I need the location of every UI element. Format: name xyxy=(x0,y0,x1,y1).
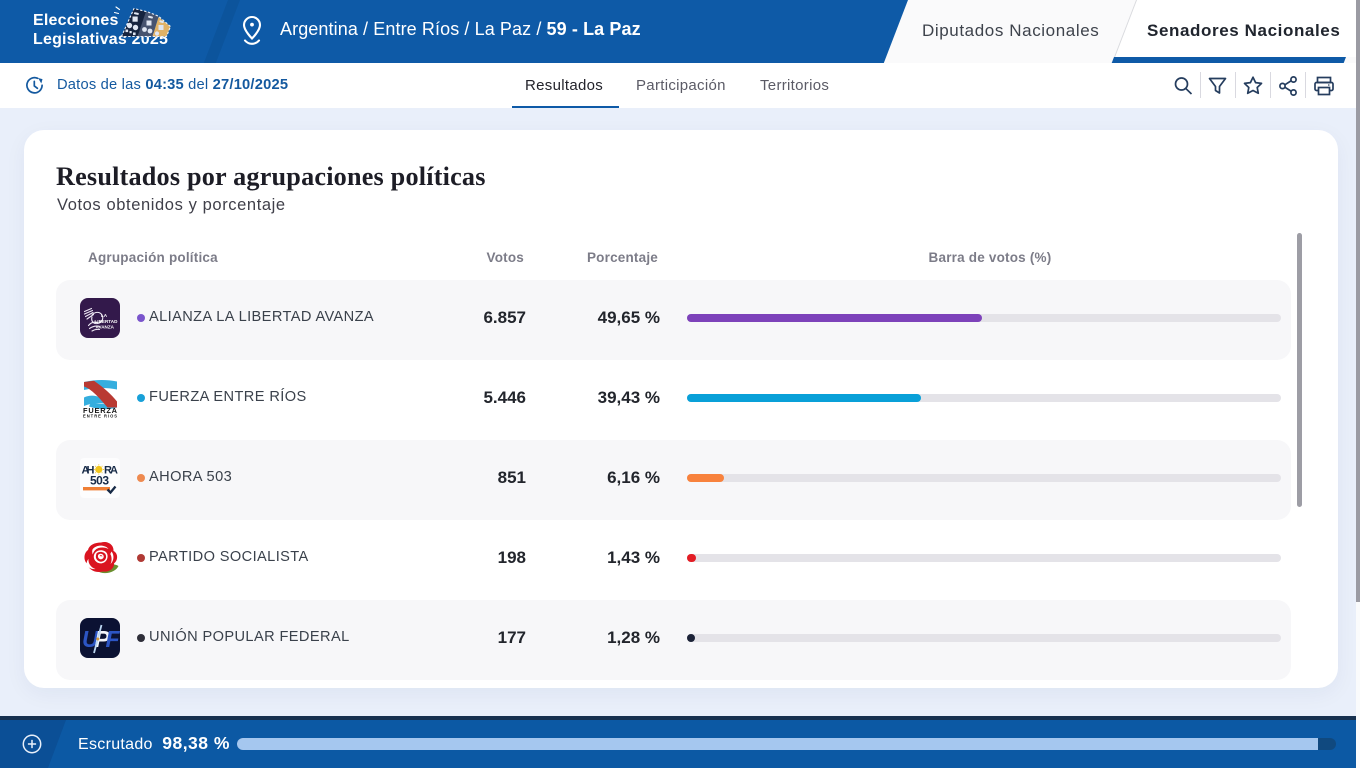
svg-text:ENTRE RÍOS: ENTRE RÍOS xyxy=(83,414,117,419)
svg-text:RA: RA xyxy=(104,465,118,477)
svg-text:FUERZA: FUERZA xyxy=(83,406,118,415)
svg-text:P: P xyxy=(95,626,111,652)
svg-text:AVANZA: AVANZA xyxy=(96,325,115,330)
svg-text:503: 503 xyxy=(90,474,109,488)
svg-text:F: F xyxy=(106,626,121,652)
svg-text:AH: AH xyxy=(82,465,95,477)
svg-text:LA: LA xyxy=(101,313,108,318)
svg-text:LIBERTAD: LIBERTAD xyxy=(95,319,119,324)
